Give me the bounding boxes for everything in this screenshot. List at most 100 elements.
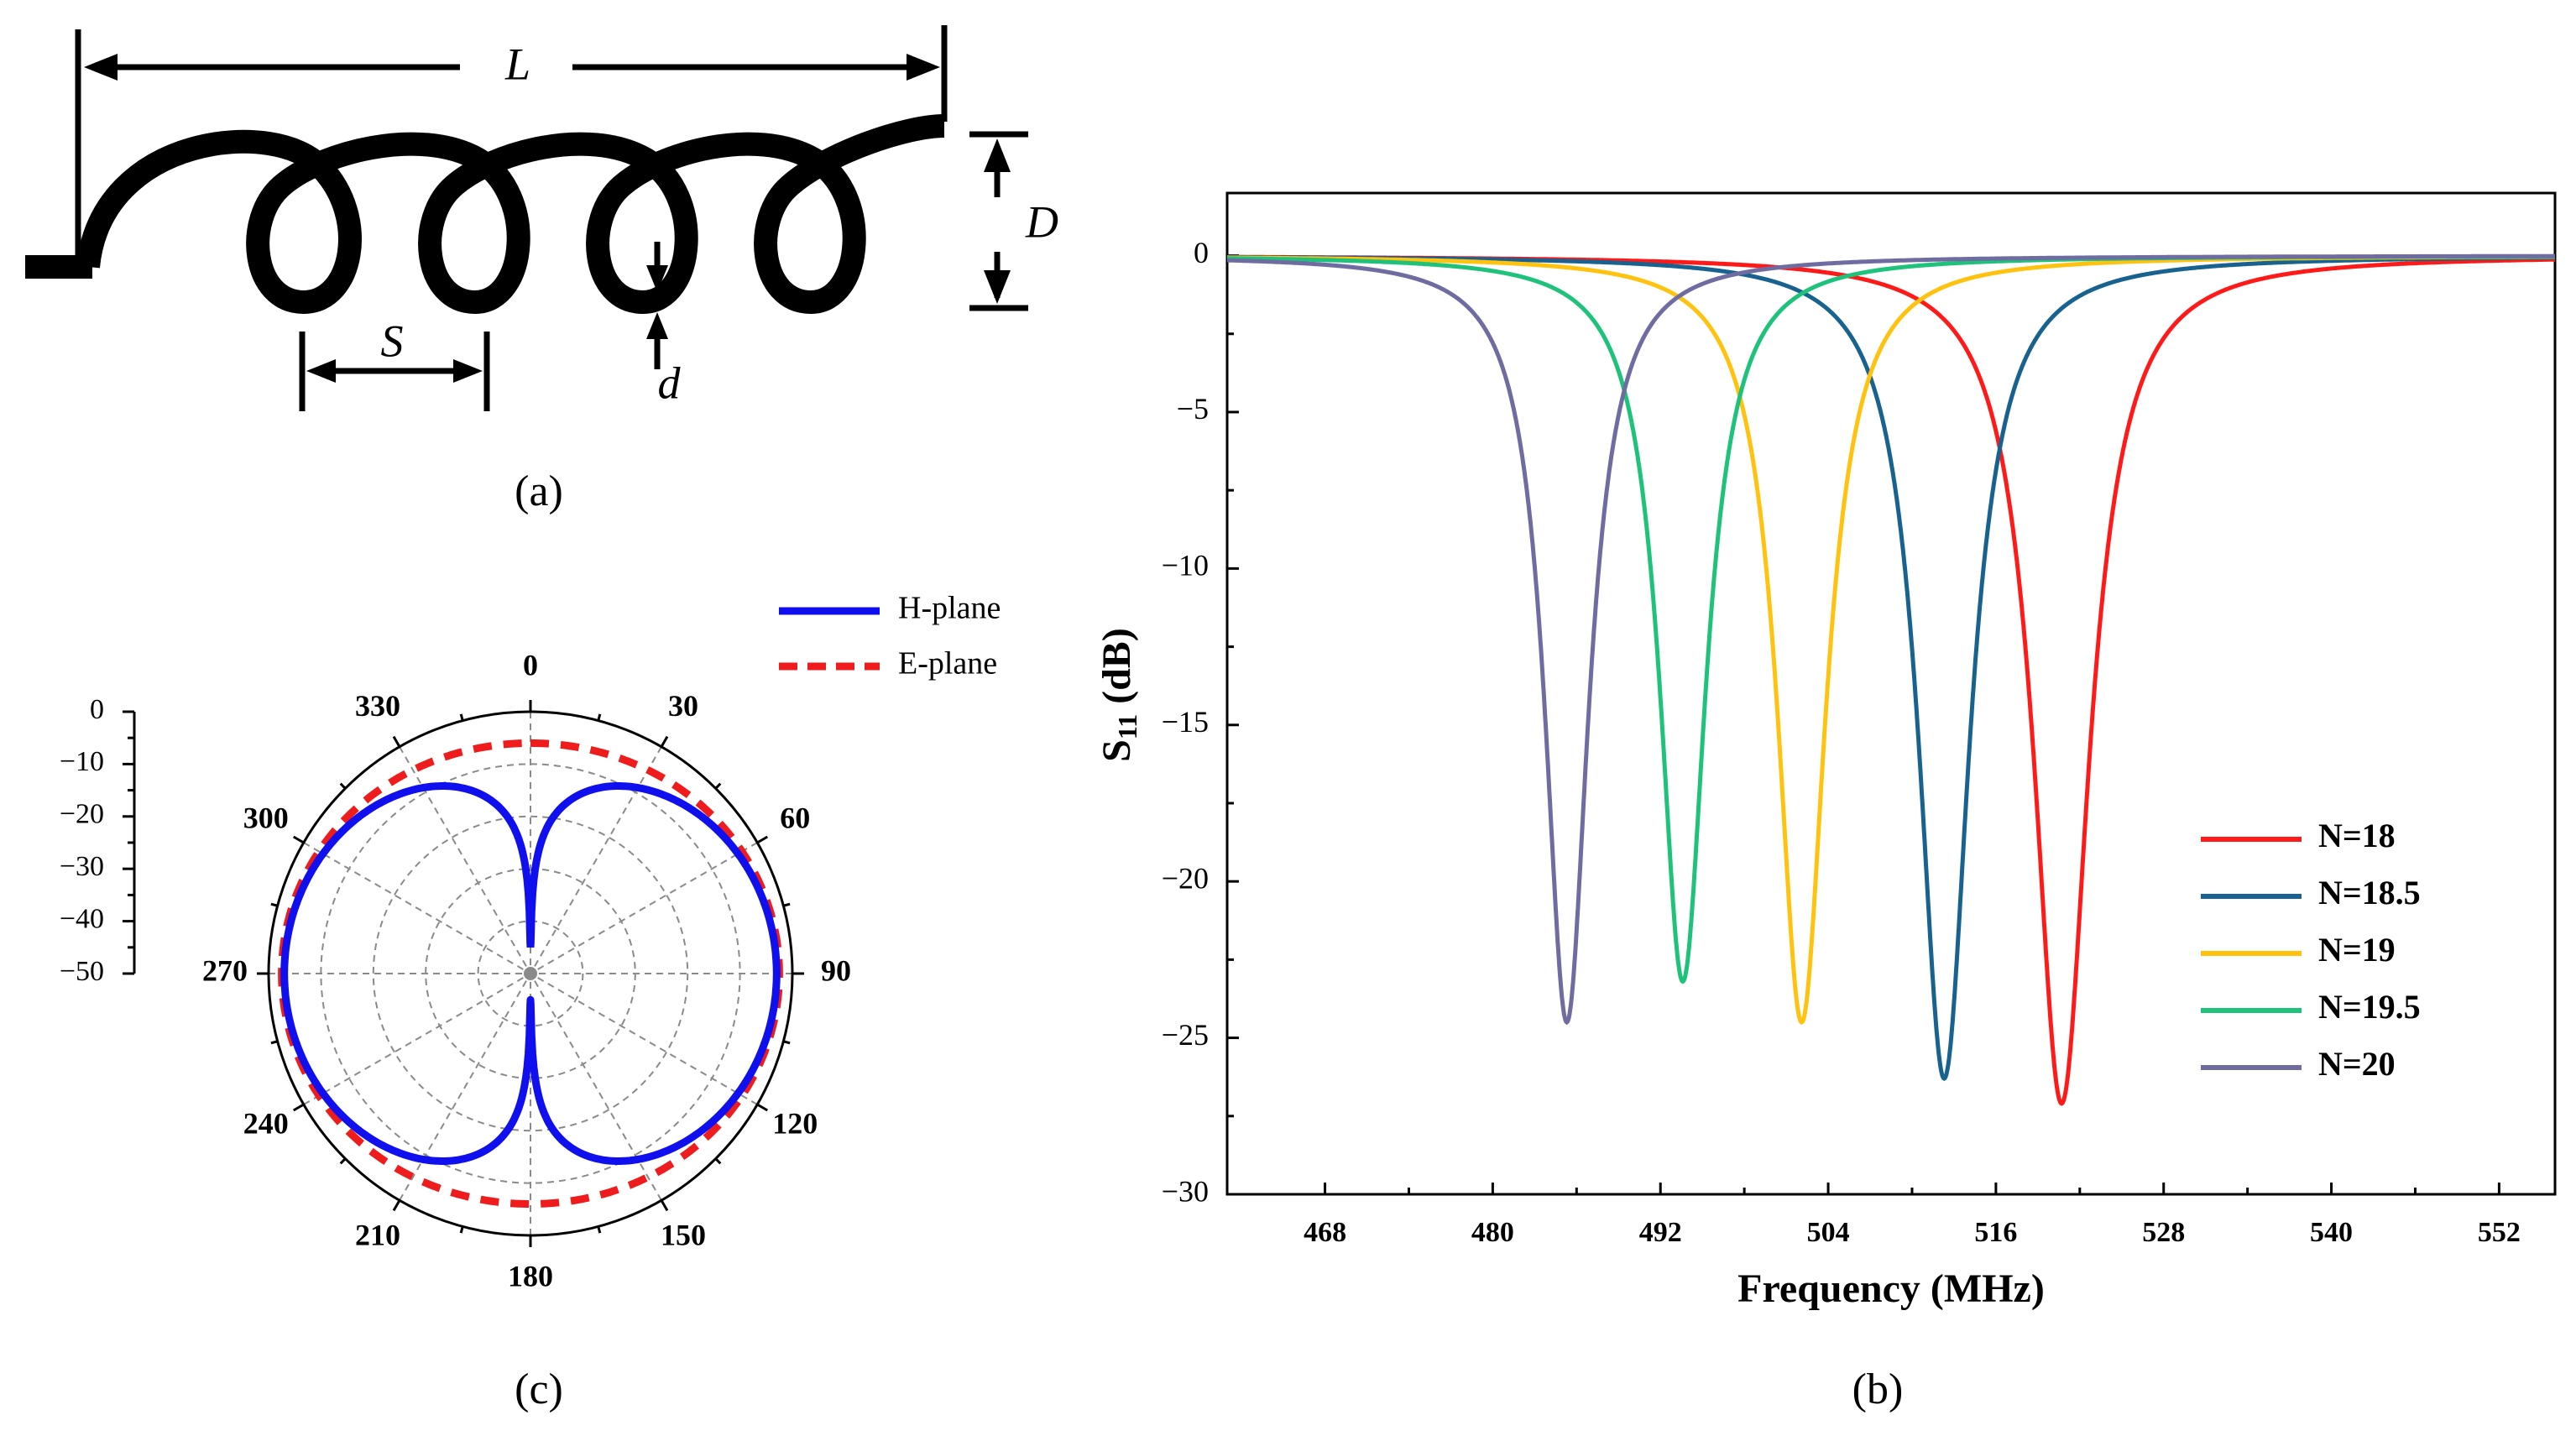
y-tick-label: −25 (1162, 1018, 1209, 1052)
polar-center-dot (524, 967, 537, 980)
polar-angle-tick (270, 902, 279, 907)
polar-angle-label: 0 (523, 648, 538, 681)
polar-angle-label: 30 (668, 689, 698, 723)
polar-angle-tick (782, 902, 791, 907)
y-tick-label: 0 (1194, 236, 1209, 269)
polar-angle-tick (714, 782, 722, 790)
legend-label: N=18 (2318, 817, 2396, 854)
y-tick-label: −30 (1162, 1174, 1209, 1208)
s11-curve-n-18 (1227, 254, 2555, 1106)
polar-angle-label: 330 (355, 689, 400, 723)
polar-grid-ring (477, 920, 584, 1027)
radial-axis-tick-label: −10 (60, 746, 104, 777)
s11-x-ticks: 468 480 492 504 516 528 540 552 (1304, 1183, 2521, 1248)
s11-curve-n-19-5 (1227, 254, 2555, 984)
s11-y-ticks: 0 −5 −10 −15 −20 −25 −30 (1162, 236, 1239, 1208)
polar-grid-ring (372, 815, 689, 1132)
wire-d-label: d (658, 358, 682, 408)
caption-c: (c) (515, 1366, 563, 1413)
x-tick-label: 504 (1807, 1217, 1850, 1248)
polar-chart: 0 −10 −20 −30 −40 −50 0 30 60 90 120 150 180 210 240 2… (60, 591, 1001, 1293)
helix-diagram: L D S d (25, 25, 1058, 411)
caption-b: (b) (1852, 1366, 1904, 1413)
d-arrow-top (984, 138, 1011, 172)
l-label: L (504, 39, 530, 89)
wire-d-arrow-bottom (646, 312, 668, 339)
polar-angle-tick (292, 835, 305, 844)
polar-angle-tick (392, 1199, 401, 1212)
s11-y-axis-label: S11 (dB) (1095, 628, 1142, 762)
legend-label: N=19 (2318, 931, 2396, 969)
polar-radial-axis: 0 −10 −20 −30 −40 −50 (60, 694, 136, 987)
polar-angle-label: 270 (202, 953, 248, 987)
x-tick-label: 516 (1974, 1217, 2017, 1248)
polar-angle-tick (392, 735, 401, 748)
polar-angle-label: 150 (661, 1218, 706, 1251)
polar-legend-label: H-plane (898, 591, 1001, 626)
polar-angle-labels: 0 30 60 90 120 150 180 210 240 270 300 330 (202, 648, 851, 1292)
s11-y-axis-label-main: S (1095, 739, 1139, 762)
polar-angle-label: 300 (243, 801, 289, 834)
wire-d-arrow-top (646, 265, 668, 292)
s11-x-axis-label: Frequency (MHz) (1737, 1266, 2045, 1311)
s11-curves (1227, 253, 2555, 1106)
polar-angle-tick (597, 1225, 602, 1234)
x-tick-label: 528 (2142, 1217, 2185, 1248)
polar-grid (257, 700, 804, 1247)
s11-legend: N=18 N=18.5 N=19 N=19.5 N=20 (2201, 817, 2421, 1083)
s-arrow-right (453, 359, 483, 383)
y-tick-label: −5 (1177, 392, 1209, 426)
polar-angle-tick (292, 1103, 305, 1112)
polar-angle-label: 180 (508, 1259, 553, 1292)
polar-angle-label: 240 (243, 1106, 289, 1140)
polar-angle-tick (756, 1103, 769, 1112)
polar-angle-label: 90 (821, 953, 851, 987)
polar-curve-h-plane (280, 782, 781, 1165)
helix-wire (76, 114, 945, 314)
polar-angle-tick (660, 735, 669, 748)
polar-angle-tick (756, 835, 769, 844)
y-tick-label: −10 (1162, 549, 1209, 582)
polar-angle-tick (597, 713, 602, 722)
x-tick-label: 480 (1471, 1217, 1514, 1248)
x-tick-label: 552 (2478, 1217, 2521, 1248)
y-tick-label: −20 (1162, 861, 1209, 895)
s11-chart: 468 480 492 504 516 528 540 552 0 −5 −10 −15 −20 −25… (1095, 191, 2557, 1311)
l-arrow-right (907, 54, 940, 81)
l-arrow-left (84, 54, 118, 81)
x-tick-label: 492 (1639, 1217, 1682, 1248)
legend-label: N=20 (2318, 1045, 2396, 1083)
legend-label: N=19.5 (2318, 988, 2421, 1026)
polar-angle-tick (782, 1040, 791, 1045)
s-arrow-left (306, 359, 336, 383)
y-tick-label: −15 (1162, 705, 1209, 739)
polar-legend-label: E-plane (898, 646, 997, 681)
radial-axis-tick-label: −30 (60, 851, 104, 882)
polar-angle-tick (660, 1199, 669, 1212)
polar-angle-tick (339, 782, 347, 790)
polar-angle-tick (714, 1157, 722, 1165)
radial-axis-tick-label: −20 (60, 799, 104, 830)
x-tick-label: 468 (1304, 1217, 1346, 1248)
polar-angle-tick (339, 1157, 347, 1165)
polar-angle-label: 60 (780, 801, 810, 834)
polar-angle-tick (459, 713, 464, 722)
polar-angle-label: 210 (355, 1218, 400, 1251)
x-tick-label: 540 (2310, 1217, 2353, 1248)
radial-axis-tick-label: −50 (60, 956, 104, 987)
polar-angle-label: 120 (772, 1106, 818, 1140)
caption-a: (a) (515, 467, 563, 515)
d-arrow-bottom (984, 270, 1011, 304)
s11-plot-frame (1225, 191, 2557, 1196)
legend-label: N=18.5 (2318, 874, 2421, 911)
radial-axis-tick-label: 0 (90, 694, 104, 725)
polar-curves (278, 739, 783, 1209)
s11-y-axis-label-tail: (dB) (1095, 628, 1139, 714)
radial-axis-tick-label: −40 (60, 903, 104, 934)
s11-curve-n-20 (1227, 253, 2555, 1026)
polar-legend: H-plane E-plane (779, 591, 1001, 681)
polar-angle-tick (270, 1040, 279, 1045)
s-label: S (381, 316, 404, 366)
d-label: D (1025, 196, 1058, 247)
